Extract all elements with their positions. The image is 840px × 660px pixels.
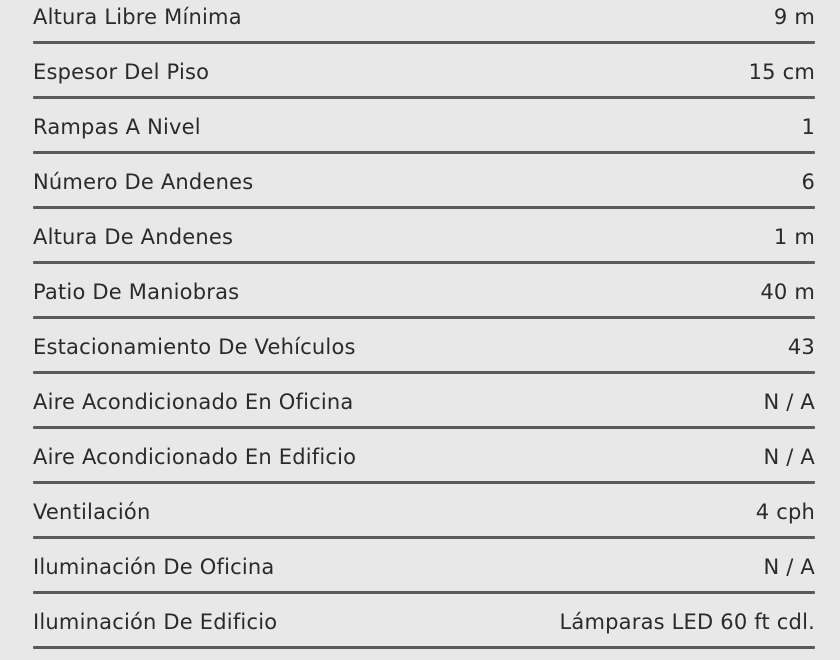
spec-label: Iluminación De Edificio [33, 610, 278, 634]
spec-value: 1 m [773, 225, 815, 249]
spec-label: Ventilación [33, 500, 151, 524]
spec-row: Iluminación De Oficina N / A [33, 550, 815, 605]
spec-label: Número De Andenes [33, 170, 254, 194]
spec-row: Rampas A Nivel 1 [33, 110, 815, 165]
spec-row: Altura De Andenes 1 m [33, 220, 815, 275]
spec-label: Altura De Andenes [33, 225, 234, 249]
row-divider [33, 261, 815, 264]
spec-row: Patio De Maniobras 40 m [33, 275, 815, 330]
spec-value: 40 m [760, 280, 815, 304]
row-divider [33, 591, 815, 594]
row-divider [33, 426, 815, 429]
spec-row: Aire Acondicionado En Oficina N / A [33, 385, 815, 440]
row-divider [33, 536, 815, 539]
spec-label: Iluminación De Oficina [33, 555, 275, 579]
spec-row: Aire Acondicionado En Edificio N / A [33, 440, 815, 495]
spec-label: Estacionamiento De Vehículos [33, 335, 356, 359]
spec-value: 43 [787, 335, 815, 359]
spec-value: N / A [763, 555, 815, 579]
spec-row: Iluminación De Edificio Lámparas LED 60 f… [33, 605, 815, 660]
spec-value: 6 [801, 170, 815, 194]
row-divider [33, 151, 815, 154]
row-divider [33, 646, 815, 649]
spec-row: Ventilación 4 cph [33, 495, 815, 550]
spec-value: N / A [763, 445, 815, 469]
spec-value: N / A [763, 390, 815, 414]
row-divider [33, 41, 815, 44]
spec-value: Lámparas LED 60 ft cdl. [559, 610, 815, 634]
spec-label: Aire Acondicionado En Edificio [33, 445, 357, 469]
spec-value: 15 cm [748, 60, 815, 84]
spec-label: Patio De Maniobras [33, 280, 240, 304]
spec-row: Estacionamiento De Vehículos 43 [33, 330, 815, 385]
row-divider [33, 206, 815, 209]
spec-row: Espesor Del Piso 15 cm [33, 55, 815, 110]
row-divider [33, 371, 815, 374]
specs-table: Altura Libre Mínima 9 m Espesor Del Piso 15… [33, 0, 815, 660]
spec-value: 1 [801, 115, 815, 139]
spec-label: Aire Acondicionado En Oficina [33, 390, 354, 414]
spec-label: Espesor Del Piso [33, 60, 210, 84]
row-divider [33, 96, 815, 99]
row-divider [33, 316, 815, 319]
row-divider [33, 481, 815, 484]
spec-label: Altura Libre Mínima [33, 5, 242, 29]
spec-row: Altura Libre Mínima 9 m [33, 0, 815, 55]
spec-value: 9 m [773, 5, 815, 29]
spec-value: 4 cph [755, 500, 815, 524]
spec-row: Número De Andenes 6 [33, 165, 815, 220]
spec-label: Rampas A Nivel [33, 115, 201, 139]
